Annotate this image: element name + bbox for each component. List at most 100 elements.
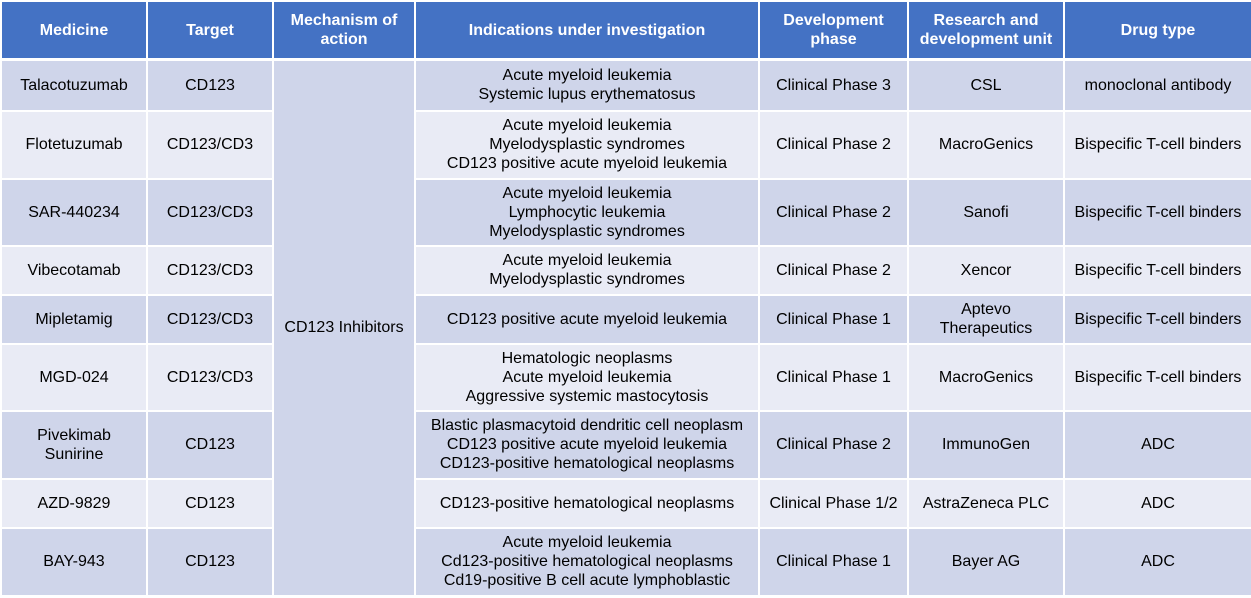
cell-line: Bispecific T-cell binders: [1074, 136, 1242, 153]
cell-line: CD123/CD3: [166, 136, 254, 153]
cell-line: Clinical Phase 1/2: [769, 494, 898, 512]
cell-line: MGD-024: [39, 368, 109, 386]
cell-line: Lymphocytic leukemia: [508, 203, 666, 221]
cell-line: Acute myeloid leukemia: [502, 184, 672, 202]
table-cell: SAR-440234: [0, 177, 148, 247]
cell-line: BAY-943: [43, 553, 105, 570]
header-cell: Development phase: [758, 0, 909, 61]
cell-line: Medicine: [39, 21, 109, 39]
header-cell: Drug type: [1063, 0, 1251, 61]
table-cell: ImmunoGen: [907, 409, 1065, 480]
cell-line: Flotetuzumab: [25, 136, 123, 153]
cell-line: Mechanism of: [290, 12, 398, 29]
table-cell: Clinical Phase 2: [758, 177, 909, 247]
table-cell: Flotetuzumab: [0, 109, 148, 180]
cell-line: MacroGenics: [938, 368, 1034, 386]
cell-line: Drug type: [1120, 21, 1196, 39]
table-cell: Clinical Phase 1: [758, 526, 909, 597]
cell-line: Clinical Phase 3: [776, 76, 891, 94]
table-cell: Talacotuzumab: [0, 58, 148, 112]
cell-line: Clinical Phase 2: [776, 261, 891, 279]
cell-line: Indications under investigation: [468, 21, 706, 39]
header-row: Medicine Target Mechanism of action Indicati…: [0, 0, 1251, 61]
cell-line: Myelodysplastic syndromes: [489, 271, 685, 288]
cell-line: Mipletamig: [35, 310, 113, 328]
table-cell: CD123-positive hematological neoplasms: [414, 477, 760, 529]
cell-line: CD123: [185, 494, 235, 512]
table-cell: Clinical Phase 1/2: [758, 477, 909, 529]
cell-line: Clinical Phase 1: [776, 553, 891, 570]
cell-line: Cd123-positive hematological neoplasms: [441, 553, 733, 570]
table-cell: monoclonal antibody: [1063, 58, 1251, 112]
table-cell: CD123: [146, 409, 274, 480]
cell-line: Clinical Phase 1: [776, 368, 891, 386]
cell-line: Myelodysplastic syndromes: [489, 222, 685, 240]
cell-line: Acute myeloid leukemia: [502, 252, 672, 269]
cell-line: development unit: [919, 31, 1053, 48]
table-cell: Bispecific T-cell binders: [1063, 109, 1251, 180]
cell-line: Vibecotamab: [27, 261, 121, 279]
cell-line: MacroGenics: [938, 136, 1034, 153]
cell-line: CD123/CD3: [166, 203, 254, 221]
cell-line: Acute myeloid leukemia: [502, 368, 672, 386]
table-row: MGD-024 CD123/CD3 Hematologic neoplasms Acu…: [0, 342, 1251, 412]
cell-line: Xencor: [960, 261, 1012, 279]
cell-line: Research and: [933, 12, 1039, 29]
cell-line: Acute myeloid leukemia: [502, 117, 672, 134]
cell-line: ADC: [1141, 436, 1175, 453]
cell-line: Aptevo: [961, 301, 1011, 318]
table-body: Talacotuzumab CD123 CD123 Inhibitors Acute …: [0, 58, 1251, 597]
table-cell: Clinical Phase 2: [758, 409, 909, 480]
cell-line: AZD-9829: [37, 494, 111, 512]
table-cell: MacroGenics: [907, 342, 1065, 412]
table-row: Flotetuzumab CD123/CD3 Acute myeloid leuke…: [0, 109, 1251, 180]
table-cell: CD123: [146, 477, 274, 529]
cell-line: Myelodysplastic syndromes: [489, 136, 685, 153]
cell-line: monoclonal antibody: [1084, 76, 1232, 94]
table-cell: Clinical Phase 2: [758, 244, 909, 296]
table-cell: Acute myeloid leukemia Cd123-positive hem…: [414, 526, 760, 597]
table-cell: Clinical Phase 2: [758, 109, 909, 180]
cell-line: CD123 positive acute myeloid leukemia: [446, 155, 728, 172]
cell-line: CD123 positive acute myeloid leukemia: [446, 310, 728, 328]
cell-line: ADC: [1141, 553, 1175, 570]
cell-line: CD123/CD3: [166, 261, 254, 279]
cell-line: Bispecific T-cell binders: [1074, 203, 1242, 221]
cell-line: CD123 Inhibitors: [284, 319, 404, 337]
table-row: SAR-440234 CD123/CD3 Acute myeloid leukemi…: [0, 177, 1251, 247]
table-row: Talacotuzumab CD123 CD123 Inhibitors Acute …: [0, 58, 1251, 597]
table-cell: Pivekimab Sunirine: [0, 409, 148, 480]
cell-line: CD123/CD3: [166, 368, 254, 386]
cell-line: CD123: [185, 553, 235, 570]
cell-line: Systemic lupus erythematosus: [478, 86, 696, 104]
table-cell: Mipletamig: [0, 293, 148, 345]
table-cell: Clinical Phase 1: [758, 293, 909, 345]
cell-line: Sunirine: [44, 445, 104, 463]
cell-line: Development: [783, 12, 884, 29]
table-row: AZD-9829 CD123 CD123-positive hematologica…: [0, 477, 1251, 529]
header-cell: Target: [146, 0, 274, 61]
cell-line: action: [320, 31, 368, 48]
cell-line: Bispecific T-cell binders: [1074, 310, 1242, 328]
table-cell: Bayer AG: [907, 526, 1065, 597]
cell-line: Hematologic neoplasms: [501, 349, 673, 367]
table-cell: Aptevo Therapeutics: [907, 293, 1065, 345]
cell-line: Sanofi: [963, 203, 1009, 221]
cell-line: CD123-positive hematological neoplasms: [439, 455, 735, 472]
cell-line: Bispecific T-cell binders: [1074, 368, 1242, 386]
table-cell: Acute myeloid leukemia Lymphocytic leukem…: [414, 177, 760, 247]
cell-line: Therapeutics: [939, 320, 1033, 337]
table-cell: Bispecific T-cell binders: [1063, 177, 1251, 247]
cell-line: Clinical Phase 2: [776, 203, 891, 221]
table-cell: ADC: [1063, 526, 1251, 597]
table-cell: ADC: [1063, 477, 1251, 529]
table-cell: MGD-024: [0, 342, 148, 412]
table-cell: Acute myeloid leukemia Myelodysplastic sy…: [414, 109, 760, 180]
table-cell: Bispecific T-cell binders: [1063, 244, 1251, 296]
table-row: Vibecotamab CD123/CD3 Acute myeloid leukem…: [0, 244, 1251, 296]
table-cell: Vibecotamab: [0, 244, 148, 296]
table-cell: Hematologic neoplasms Acute myeloid leuke…: [414, 342, 760, 412]
cell-line: ADC: [1141, 494, 1175, 512]
table-row: Pivekimab Sunirine CD123 Blastic plasmacyto…: [0, 409, 1251, 480]
